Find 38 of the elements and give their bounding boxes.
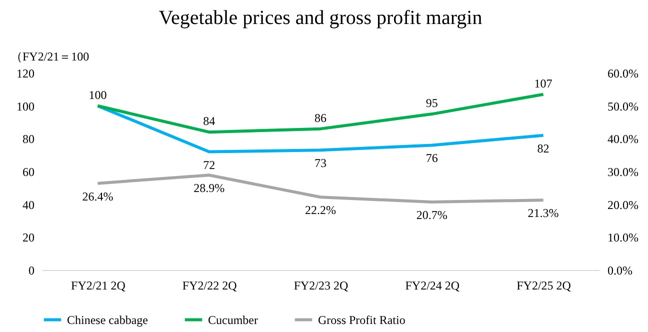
y-tick-label: 80 <box>22 132 34 146</box>
y-tick-label: 100 <box>16 99 34 114</box>
data-label: 86 <box>314 110 326 125</box>
data-label: 95 <box>426 96 438 110</box>
y-tick-label: 40 <box>22 198 34 212</box>
y2-tick-label: 10.0% <box>608 230 638 245</box>
data-label: 28.9% <box>194 181 225 196</box>
y2-tick-label: 30.0% <box>608 165 638 179</box>
y2-tick-label: 20.0% <box>608 198 638 212</box>
x-tick-label: FY2/24 2Q <box>405 278 460 292</box>
legend-label: Cucumber <box>208 312 258 327</box>
data-label: 82 <box>537 141 550 156</box>
y2-tick-label: 40.0% <box>608 132 638 146</box>
data-label: 20.7% <box>416 208 448 222</box>
data-label: 100 <box>88 88 107 102</box>
y-tick-label: 60 <box>22 165 34 179</box>
x-tick-label: FY2/22 2Q <box>182 278 238 292</box>
y2-tick-label: 50.0% <box>608 99 638 114</box>
data-label: 22.2% <box>305 203 336 218</box>
chart-title: Vegetable prices and gross profit margin <box>158 7 482 29</box>
y-tick-label: 20 <box>22 230 34 245</box>
data-label: 72 <box>203 158 216 172</box>
data-label: 21.3% <box>528 206 559 220</box>
y-tick-label: 120 <box>16 66 34 80</box>
x-tick-label: FY2/21 2Q <box>71 278 126 292</box>
y2-tick-label: 0.0% <box>608 264 632 278</box>
legend-label: Gross Profit Ratio <box>318 312 406 327</box>
legend-label: Chinese cabbage <box>67 312 148 327</box>
data-label: 26.4% <box>82 189 114 204</box>
y2-tick-label: 60.0% <box>608 66 638 80</box>
data-label: 107 <box>534 76 552 90</box>
data-label: 84 <box>203 114 216 128</box>
data-label: 73 <box>314 156 326 170</box>
y-axis-title: （FY2/21＝100 <box>10 50 90 64</box>
y-tick-label: 0 <box>28 264 34 278</box>
data-label: 76 <box>426 151 438 166</box>
x-tick-label: FY2/23 2Q <box>294 278 348 292</box>
x-tick-label: FY2/25 2Q <box>516 278 572 292</box>
